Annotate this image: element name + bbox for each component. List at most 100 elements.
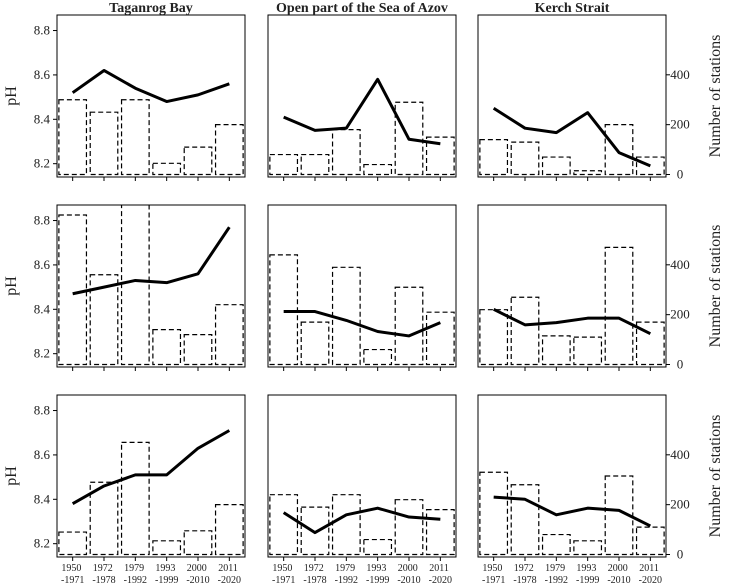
x-tick-label: 1993 -1999 [576, 563, 599, 586]
bar [214, 504, 244, 556]
bar [152, 540, 182, 556]
bar [363, 348, 393, 366]
x-tick-label: 2000 -2010 [397, 563, 420, 586]
panel [267, 204, 457, 371]
x-tick-label: 1950 -1971 [272, 563, 295, 586]
panel-title: Taganrog Bay [109, 1, 193, 16]
y-tick-label: 8.8 [34, 403, 50, 418]
y-tick-label: 8.4 [34, 111, 51, 126]
bar [394, 499, 424, 556]
panel-frame [477, 394, 667, 558]
line [71, 429, 231, 506]
x-tick-label: 1979 -1992 [545, 563, 568, 586]
bar [269, 153, 299, 176]
bar [573, 170, 603, 176]
plot-area [479, 471, 665, 556]
y2-axis-label: Number of stations [707, 415, 724, 538]
plot-area [479, 246, 665, 366]
x-tick-label: 1972 -1978 [303, 563, 326, 586]
panel-frame [267, 204, 457, 368]
panel-frame [267, 394, 457, 558]
panel-frame [477, 204, 667, 368]
panel-frame [56, 394, 246, 558]
panel: 1950 -1971 1972 -1978 1979 -1992 1993 -1999… [477, 394, 724, 586]
line [282, 506, 441, 535]
y2-tick-label: 400 [670, 67, 690, 82]
panel-frame [56, 204, 246, 368]
y-axis-label: pH [3, 276, 20, 296]
bar [510, 484, 540, 556]
bar [269, 494, 299, 556]
y2-tick-label: 0 [677, 547, 684, 562]
x-tick-label: 1972 -1978 [513, 563, 536, 586]
bar [604, 124, 634, 176]
line [493, 307, 651, 336]
y2-tick-label: 200 [670, 497, 690, 512]
line [493, 495, 651, 528]
y2-axis-label: Number of stations [707, 225, 724, 348]
y-tick-label: 8.8 [34, 213, 50, 228]
plot-area [479, 106, 665, 176]
x-tick-label: 2000 -2010 [186, 563, 209, 586]
y-tick-label: 8.2 [34, 156, 50, 171]
y-tick-label: 8.6 [34, 257, 51, 272]
y-tick-label: 8.2 [34, 346, 50, 361]
x-tick-label: 1993 -1999 [155, 563, 178, 586]
bar [120, 441, 150, 556]
line [72, 226, 231, 296]
bar [479, 471, 509, 556]
bar [510, 141, 540, 176]
bar [269, 254, 299, 366]
panel-frame [477, 14, 667, 178]
panel: 0 200 400 Kerch Strait Number of stations [477, 1, 724, 182]
x-tick-label: 1993 -1999 [366, 563, 389, 586]
y-tick-label: 8.4 [34, 491, 51, 506]
plot-area [269, 254, 455, 366]
plot-area [58, 68, 244, 176]
y-tick-label: 8.4 [34, 301, 51, 316]
bar [363, 163, 393, 176]
bar [573, 336, 603, 366]
bar [120, 205, 150, 366]
panel-frame [267, 14, 457, 178]
plot-area [58, 205, 244, 366]
panel: 0 200 400 Number of stations [477, 204, 724, 372]
y2-tick-label: 200 [670, 117, 690, 132]
plot-area [269, 77, 455, 176]
y2-tick-label: 200 [670, 307, 690, 322]
y2-tick-label: 400 [670, 257, 690, 272]
y2-tick-label: 400 [670, 447, 690, 462]
y-axis-label: pH [3, 466, 20, 486]
x-tick-label: 2011 -2020 [218, 563, 241, 586]
bar [425, 311, 455, 366]
bar [394, 286, 424, 366]
x-tick-label: 1979 -1992 [124, 563, 147, 586]
bar [183, 334, 213, 366]
bar [214, 304, 244, 366]
line [71, 68, 230, 104]
bar [300, 153, 330, 176]
bar [604, 246, 634, 366]
bar [89, 111, 119, 176]
bar [541, 156, 571, 176]
bar [541, 335, 571, 366]
bar [541, 533, 571, 556]
x-tick-label: 1950 -1971 [482, 563, 505, 586]
plot-area [269, 494, 455, 556]
bar [183, 146, 213, 176]
bar [300, 321, 330, 366]
x-tick-label: 1950 -1971 [61, 563, 84, 586]
line [283, 77, 441, 146]
bar [214, 124, 244, 176]
y-tick-label: 8.2 [34, 536, 50, 551]
y-axis-label: pH [3, 86, 20, 106]
bar [331, 266, 361, 366]
y2-axis-label: Number of stations [707, 35, 724, 158]
y-tick-label: 8.6 [34, 447, 51, 462]
bar [58, 99, 88, 176]
x-tick-label: 1972 -1978 [92, 563, 115, 586]
bar [363, 538, 393, 556]
bar [635, 526, 665, 556]
bar [479, 309, 509, 366]
